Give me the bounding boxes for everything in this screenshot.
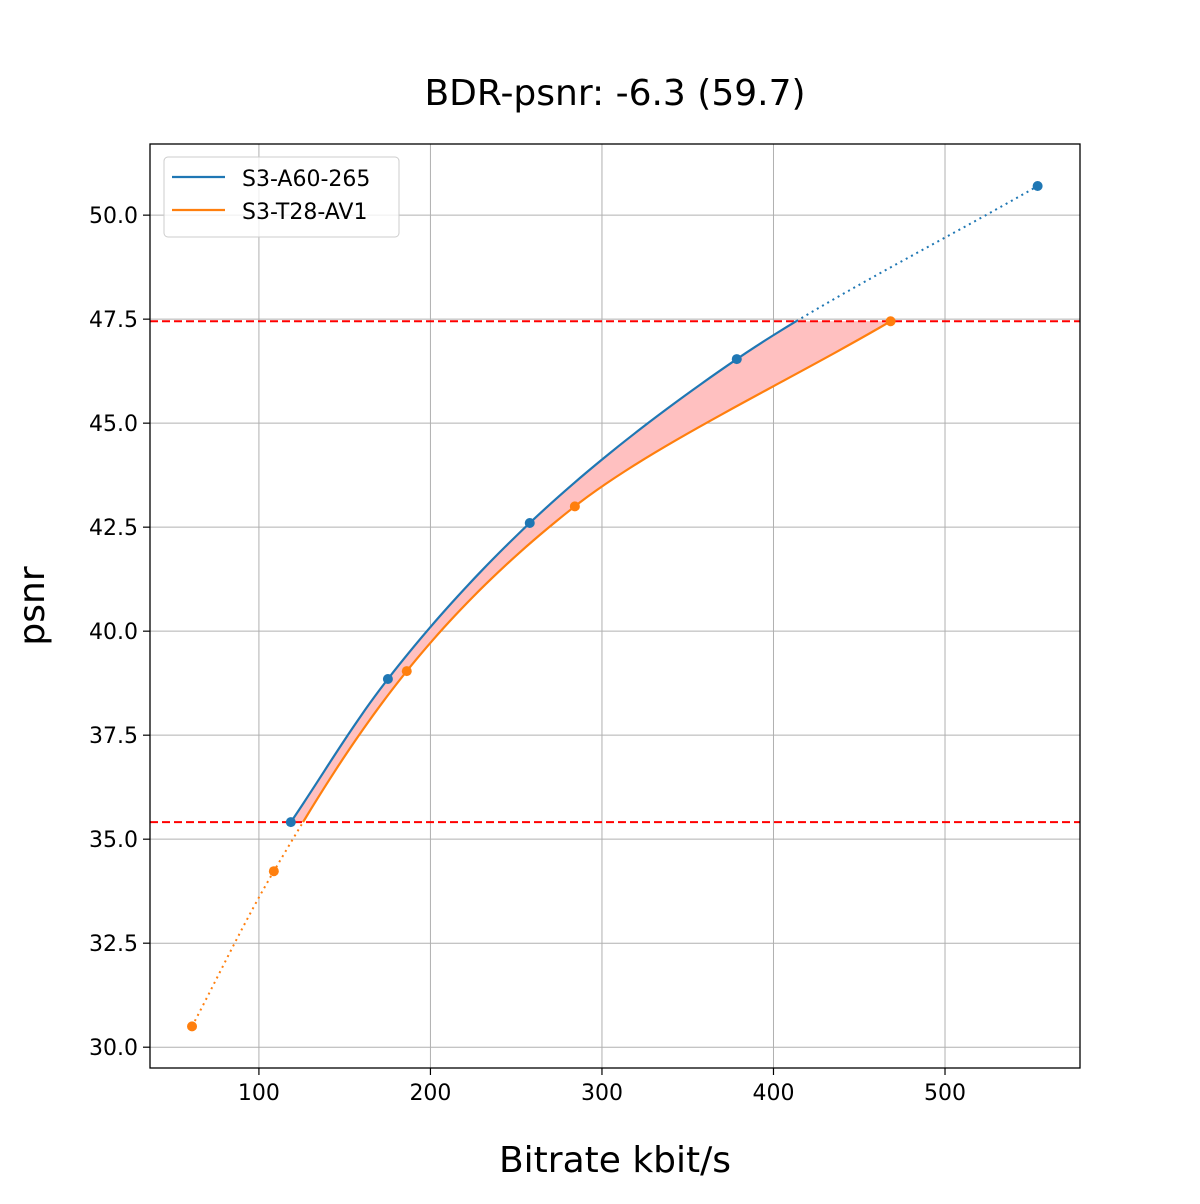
x-axis-label: Bitrate kbit/s bbox=[499, 1140, 731, 1181]
y-tick-label: 45.0 bbox=[89, 412, 138, 437]
x-tick-label: 500 bbox=[924, 1081, 966, 1106]
data-point bbox=[731, 354, 742, 365]
data-point bbox=[401, 666, 412, 677]
x-tick-label: 100 bbox=[238, 1081, 280, 1106]
y-tick-label: 35.0 bbox=[89, 828, 138, 853]
data-point bbox=[524, 518, 535, 529]
data-point bbox=[885, 316, 896, 327]
legend: S3-A60-265 S3-T28-AV1 bbox=[163, 156, 400, 238]
data-point bbox=[268, 866, 279, 877]
y-tick-label: 42.5 bbox=[89, 516, 138, 541]
series-line bbox=[302, 320, 892, 823]
x-tick-label: 200 bbox=[409, 1081, 451, 1106]
grid bbox=[150, 144, 1080, 1068]
y-tick-label: 47.5 bbox=[89, 308, 138, 333]
y-tick-label: 37.5 bbox=[89, 724, 138, 749]
x-tick-label: 300 bbox=[581, 1081, 623, 1106]
x-tick-label: 400 bbox=[752, 1081, 794, 1106]
ticks: 100 200 300 400 500 30.0 32.5 35.0 37.5 40.0 42.5 4… bbox=[89, 204, 966, 1106]
y-tick-label: 32.5 bbox=[89, 932, 138, 957]
data-point bbox=[285, 817, 296, 828]
legend-label: S3-T28-AV1 bbox=[242, 200, 367, 225]
series-dotted-line bbox=[191, 821, 304, 1027]
data-point bbox=[187, 1021, 198, 1032]
plot-marks bbox=[150, 181, 1080, 1032]
y-tick-label: 30.0 bbox=[89, 1036, 138, 1061]
data-point bbox=[1032, 181, 1043, 192]
data-point bbox=[382, 674, 393, 685]
legend-label: S3-A60-265 bbox=[242, 167, 370, 192]
plot-frame bbox=[149, 143, 1081, 1069]
bd-fill-area bbox=[290, 321, 891, 823]
y-axis-label: psnr bbox=[12, 566, 53, 645]
series-dotted-line bbox=[795, 185, 1039, 323]
data-point bbox=[569, 501, 580, 512]
series-line bbox=[289, 320, 797, 823]
chart-title: BDR-psnr: -6.3 (59.7) bbox=[424, 73, 805, 114]
y-tick-label: 40.0 bbox=[89, 620, 138, 645]
y-tick-label: 50.0 bbox=[89, 204, 138, 229]
